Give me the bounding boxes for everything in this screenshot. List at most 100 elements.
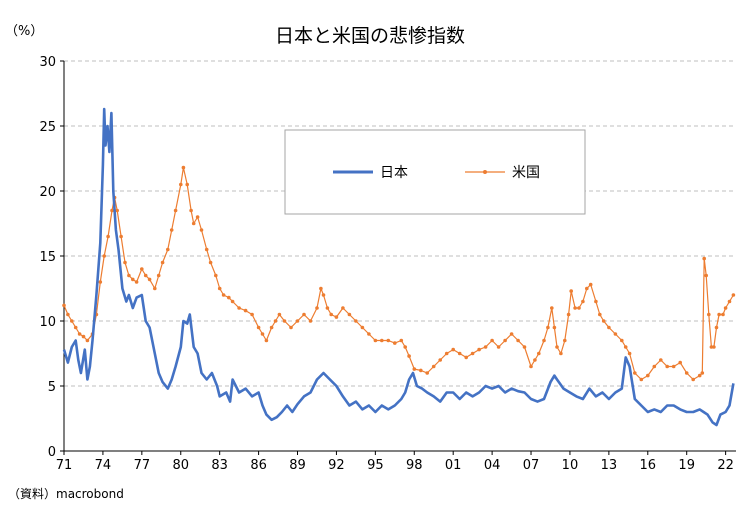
x-tick-label: 01: [445, 458, 462, 473]
data-point-us: [516, 338, 520, 343]
data-point-us: [302, 312, 306, 317]
data-point-us: [191, 221, 196, 226]
data-point-us: [106, 234, 110, 239]
data-point-us: [85, 338, 90, 343]
data-point-us: [601, 319, 606, 323]
y-tick-label: 30: [39, 55, 56, 70]
data-point-us: [702, 256, 706, 261]
data-point-us: [221, 293, 226, 297]
data-point-us: [577, 306, 581, 310]
data-point-us: [671, 364, 676, 369]
data-point-us: [341, 306, 345, 310]
data-point-us: [156, 273, 161, 278]
x-tick-label: 07: [523, 458, 540, 473]
data-point-us: [208, 260, 213, 265]
data-point-us: [712, 345, 716, 349]
x-tick-label: 83: [211, 458, 228, 473]
data-point-us: [189, 208, 193, 213]
data-point-us: [457, 351, 462, 356]
data-point-us: [566, 312, 571, 317]
data-point-us: [646, 373, 650, 378]
data-point-us: [81, 334, 86, 339]
x-tick-label: 95: [367, 458, 384, 473]
data-point-us: [230, 299, 235, 304]
data-point-us: [256, 325, 261, 330]
x-tick-label: 10: [562, 458, 579, 473]
data-point-us: [552, 325, 557, 330]
y-tick-label: 25: [39, 120, 56, 135]
data-point-us: [707, 312, 711, 317]
data-point-us: [419, 368, 423, 373]
data-point-us: [721, 312, 725, 317]
data-point-us: [533, 358, 537, 362]
data-point-us: [227, 295, 231, 300]
data-point-us: [264, 338, 269, 343]
data-point-us: [321, 293, 326, 297]
x-tick-label: 19: [678, 458, 695, 473]
data-point-us: [173, 208, 178, 213]
data-point-us: [438, 358, 443, 362]
data-point-us: [66, 312, 70, 317]
data-point-us: [131, 277, 135, 282]
data-point-us: [623, 345, 628, 349]
data-point-us: [431, 364, 436, 369]
x-tick-label: 74: [95, 458, 112, 473]
data-point-us: [73, 325, 78, 330]
data-point-us: [277, 312, 282, 317]
data-point-us: [633, 371, 637, 375]
data-point-us: [347, 312, 352, 317]
data-point-us: [585, 286, 589, 291]
data-point-us: [315, 306, 319, 310]
data-point-us: [546, 325, 550, 330]
data-point-us: [529, 364, 533, 369]
data-point-us: [559, 351, 563, 356]
data-point-us: [147, 277, 152, 282]
x-tick-label: 04: [484, 458, 501, 473]
y-tick-label: 20: [39, 185, 56, 200]
data-point-us: [237, 306, 241, 310]
x-tick-label: 92: [328, 458, 345, 473]
data-point-us: [160, 260, 165, 265]
data-point-us: [569, 289, 573, 293]
data-point-us: [709, 345, 714, 349]
data-point-us: [652, 364, 657, 369]
data-point-us: [250, 312, 254, 317]
legend-label-japan: 日本: [380, 165, 408, 181]
data-point-us: [329, 312, 334, 317]
data-point-us: [723, 306, 728, 310]
data-point-us: [464, 355, 469, 360]
data-point-us: [598, 312, 602, 317]
data-point-us: [470, 351, 475, 356]
x-tick-label: 71: [56, 458, 73, 473]
series-line-japan: [62, 107, 735, 427]
data-point-us: [62, 303, 66, 308]
data-point-us: [659, 358, 663, 362]
data-point-us: [166, 247, 170, 252]
data-point-us: [102, 254, 106, 258]
data-point-us: [665, 364, 669, 369]
data-point-us: [607, 325, 611, 330]
gridlines: [64, 60, 736, 387]
data-point-us: [537, 351, 541, 356]
data-point-us: [509, 332, 514, 336]
data-point-us: [403, 345, 408, 349]
data-point-us: [153, 286, 157, 291]
data-point-us: [731, 293, 736, 297]
data-point-us: [282, 319, 287, 323]
data-point-us: [490, 338, 494, 343]
data-point-us: [550, 306, 554, 310]
data-point-us: [214, 273, 218, 278]
data-point-us: [204, 247, 209, 252]
data-point-us: [143, 273, 148, 278]
data-point-us: [714, 325, 719, 330]
data-point-us: [273, 319, 278, 323]
data-point-us: [573, 306, 577, 310]
series-layer: [62, 107, 736, 427]
data-point-us: [444, 351, 449, 356]
data-point-us: [115, 208, 119, 213]
data-point-us: [373, 338, 378, 343]
legend-label-us: 米国: [512, 165, 540, 181]
data-point-us: [217, 286, 222, 291]
data-point-us: [588, 282, 593, 287]
